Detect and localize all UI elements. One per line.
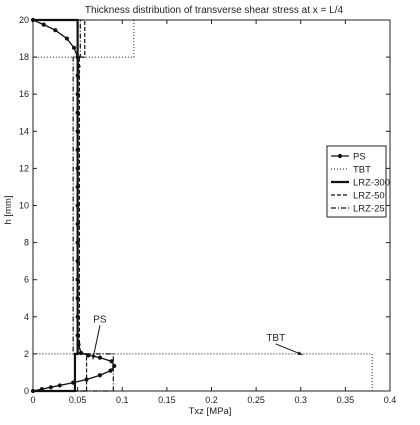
series-point-ps	[53, 28, 58, 33]
y-tick-label: 6	[24, 275, 29, 285]
series-point-ps	[108, 368, 113, 373]
series-point-ps	[109, 359, 114, 364]
annotation-label: PS	[93, 314, 107, 325]
series-point-ps	[97, 373, 103, 378]
y-tick-label: 0	[24, 386, 29, 396]
x-tick-label: 0.4	[384, 395, 397, 405]
series-point-ps	[97, 355, 103, 360]
y-tick-label: 14	[19, 126, 29, 136]
legend-entry-tbt: TBT	[353, 165, 371, 176]
x-tick-label: 0.25	[247, 395, 265, 405]
x-axis-label: Txz [MPa]	[189, 406, 232, 417]
y-tick-label: 4	[24, 312, 29, 322]
series-point-ps	[41, 22, 46, 27]
y-tick-label: 10	[19, 201, 29, 211]
series-line-ps	[32, 19, 116, 392]
chart-title: Thickness distribution of transverse she…	[85, 5, 344, 16]
series-point-ps	[57, 383, 62, 388]
annotation-arrowhead	[91, 354, 96, 360]
series-point-ps	[84, 377, 89, 382]
legend-marker-ps	[337, 153, 343, 159]
y-tick-label: 8	[24, 238, 29, 248]
series-point-ps	[71, 45, 77, 50]
x-tick-label: 0	[30, 395, 35, 405]
y-tick-label: 20	[19, 15, 29, 25]
y-tick-label: 2	[24, 349, 29, 359]
legend-entry-lrz-50: LRZ-50	[353, 191, 385, 202]
series-line-lrz-300	[33, 18, 79, 393]
x-tick-label: 0.2	[205, 395, 218, 405]
series-point-ps	[64, 36, 70, 41]
x-tick-label: 0.3	[294, 395, 307, 405]
x-tick-label: 0.1	[116, 395, 129, 405]
x-tick-label: 0.35	[337, 395, 355, 405]
annotation-arrow	[275, 343, 303, 356]
series-line-tbt	[32, 19, 373, 392]
annotation-arrowhead	[297, 351, 303, 355]
legend-entry-ps: PS	[353, 152, 366, 163]
y-tick-label: 18	[19, 52, 29, 62]
annotation-label: TBT	[266, 333, 285, 344]
legend-entry-lrz-300: LRZ-300	[353, 178, 390, 189]
y-tick-label: 12	[19, 163, 29, 173]
legend: PS TBT LRZ-300 LRZ-50 LRZ-25	[326, 145, 390, 218]
x-tick-label: 0.15	[158, 395, 176, 405]
x-tick-label: 0.05	[69, 395, 87, 405]
legend-entry-lrz-25: LRZ-25	[353, 204, 385, 215]
y-axis-label: h [mm]	[3, 195, 14, 224]
series-line-lrz-25	[33, 19, 114, 392]
series-line-lrz-50	[33, 19, 88, 392]
series-point-ps	[48, 385, 53, 390]
y-tick-label: 16	[19, 89, 29, 99]
annotation-arrow	[92, 325, 101, 360]
